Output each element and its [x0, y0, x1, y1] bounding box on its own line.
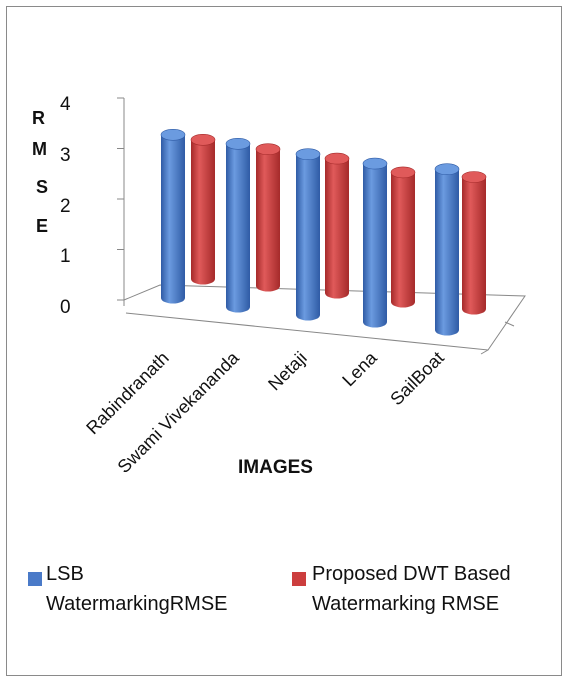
floor-outline	[123, 284, 526, 351]
bar-lsb-body	[161, 134, 185, 304]
bar-lsb-top	[434, 163, 460, 175]
bar-lsb	[225, 138, 251, 313]
x-tick-label: Netaji	[264, 348, 311, 395]
x-axis-label: IMAGES	[238, 457, 313, 478]
y-tick-labels: 0 1 2 3 4	[60, 94, 71, 318]
y-axis-label-letter: R	[32, 108, 45, 128]
y-axis-label-letter: M	[32, 139, 47, 159]
bar-dwt-top	[461, 171, 487, 183]
y-axis-label: R M S E	[32, 108, 48, 236]
chart-frame	[6, 6, 562, 676]
legend-label-lsb: LSB WatermarkingRMSE	[46, 563, 228, 615]
bar-dwt-top	[390, 166, 416, 179]
floor-tick	[480, 349, 489, 355]
bar-lsb-top	[225, 138, 251, 150]
y-tick-label: 0	[60, 297, 71, 318]
bar-dwt-body	[325, 158, 349, 299]
x-tick-label: SailBoat	[386, 348, 448, 410]
floor-tick	[504, 321, 515, 327]
bar-lsb	[160, 129, 186, 304]
bar-dwt	[324, 152, 350, 299]
bar-dwt-body	[391, 172, 416, 308]
chart-bars	[160, 129, 487, 336]
bar-dwt-body	[256, 149, 280, 292]
bar-dwt	[190, 134, 216, 285]
bar-lsb-body	[226, 143, 250, 313]
bar-lsb-top	[160, 129, 186, 141]
legend-swatch-lsb	[28, 572, 42, 586]
legend-label-dwt: Proposed DWT Based Watermarking RMSE	[312, 563, 511, 615]
y-tick-label: 3	[60, 145, 71, 166]
y-tick-label: 2	[60, 196, 71, 217]
bar-lsb-top	[295, 148, 321, 160]
bar-dwt-top	[324, 152, 350, 165]
bar-lsb	[295, 148, 321, 321]
y-tick-label: 1	[60, 246, 71, 267]
x-tick-label: Lena	[338, 347, 381, 390]
bar-dwt	[461, 171, 487, 315]
bar-dwt	[255, 143, 281, 292]
x-tick-label: Swami Vivekananda	[114, 347, 244, 477]
bar-dwt	[390, 166, 416, 308]
bar-dwt-top	[190, 134, 216, 146]
y-tick-label: 4	[60, 94, 71, 115]
bar-lsb-body	[363, 163, 387, 328]
bar-dwt-body	[462, 177, 486, 315]
bar-lsb	[362, 157, 388, 328]
bar-dwt-top	[255, 143, 281, 155]
legend-swatch-dwt	[292, 572, 306, 586]
y-axis-label-letter: E	[36, 216, 48, 236]
bar-lsb-body	[296, 154, 320, 321]
bar-lsb-top	[362, 157, 388, 170]
bar-lsb-body	[435, 169, 459, 336]
y-axis-label-letter: S	[36, 177, 48, 197]
bar-lsb	[434, 163, 460, 336]
chart-axes	[117, 97, 526, 355]
bar-dwt-body	[191, 139, 216, 285]
